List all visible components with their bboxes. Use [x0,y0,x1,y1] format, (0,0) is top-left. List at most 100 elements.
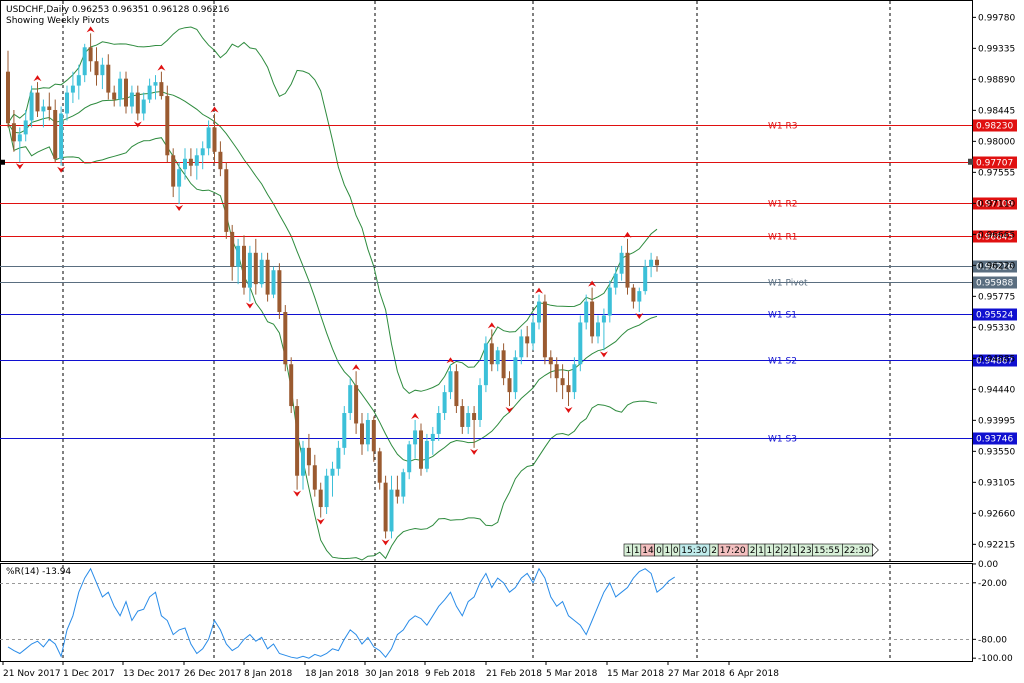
candle-body [236,245,241,267]
price-tick-label: 0.94440 [978,385,1015,395]
pivot-price-label: 0.95988 [976,279,1013,289]
price-tick-label: 0.97555 [978,168,1015,178]
chart-grid [0,0,973,662]
fractal-down-marker [15,163,24,170]
candle-body [560,378,565,386]
candle-body [454,371,459,407]
price-tick-label: 0.93995 [978,416,1015,426]
date-tick-label: 21 Feb 2018 [486,669,542,679]
candle-body [6,71,10,124]
candle-body [330,468,335,476]
fractal-down-marker [245,302,254,309]
candlesticks [6,33,659,539]
candle-body [578,322,583,365]
candle-body [430,433,435,441]
bollinger-upper [7,26,658,395]
date-tick-label: 15 Mar 2018 [607,669,664,679]
price-tick-label: 0.97110 [978,199,1015,209]
candle-body [336,447,341,469]
pivot-price-tag [973,197,1017,210]
candle-body [253,252,258,285]
pivot-price-tag [973,156,1017,169]
candle-body [448,371,453,393]
date-tick-label: 6 Apr 2018 [729,669,779,679]
fractal-up-marker [535,287,543,294]
candle-body [513,357,518,393]
session-cell-label: 1 [665,546,671,556]
candle-body [590,301,595,337]
candle-body [265,259,270,295]
pivot-price-label: 0.96645 [976,233,1013,243]
candle-body [65,92,69,114]
candle-body [601,315,606,323]
candle-body [548,357,553,365]
price-tick-label: 0.95330 [978,323,1015,333]
candle-body [188,158,193,166]
price-tick-label: 0.98000 [978,137,1015,147]
date-tick-label: 18 Jan 2018 [305,669,359,679]
candle-body [625,252,630,288]
bollinger-middle [7,90,658,463]
candle-body [472,413,477,420]
date-tick-label: 1 Dec 2017 [63,669,115,679]
chart-axes: 0.99780 0.99335 0.98890 0.98445 0.98000 0.975… [0,13,1015,679]
candle-body [383,482,388,532]
fractal-up-marker [588,280,597,287]
price-tick-label: 0.95775 [978,292,1015,302]
date-tick-label: 27 Mar 2018 [668,669,725,679]
candle-body [542,301,547,358]
candle-body [596,322,600,337]
candle-body [401,472,406,497]
wpr-tick-label: -100.00 [978,654,1013,664]
candle-body [147,85,152,100]
date-tick-label: 8 Jan 2018 [244,669,292,679]
pivot-price-label: 0.98230 [976,122,1013,132]
pivot-name-label: W1 R2 [768,200,797,210]
pivot-price-tag [973,260,1017,273]
session-cell-label: 22:30 [844,546,870,556]
fractal-down-marker [316,518,325,525]
indicator-pane-frame [0,563,973,662]
session-cell-label: 2 [783,546,789,556]
candle-body [312,465,317,490]
pivot-price-tag [973,230,1017,243]
candle-body [531,322,536,344]
current-price-marker-left [0,159,5,165]
pivot-name-label: W1 Pivot [768,279,808,289]
candle-body [23,120,28,135]
fractal-down-marker [133,121,142,128]
pivot-price-tag [973,354,1017,367]
pivot-price-tag [973,276,1017,289]
pivot-price-label: 0.97109 [976,200,1013,210]
candle-body [460,406,465,427]
date-tick-label: 26 Dec 2017 [184,669,242,679]
session-cell-label: 1 [626,546,632,556]
session-cell-label: 14 [642,546,654,556]
fractal-down-marker [470,448,479,455]
price-tick-label: 0.96665 [978,230,1015,240]
fractal-down-marker [599,351,608,358]
pivot-lines: W1 R3 0.98230 0.97707 W1 R2 0.97109 W1 R1 0.96… [0,119,1017,445]
candle-body [525,336,530,344]
price-pane-frame [0,0,973,562]
price-tick-label: 0.92215 [978,540,1015,550]
bollinger-lower [7,123,658,561]
pivot-price-tag [973,308,1017,321]
price-tick-label: 0.92660 [978,509,1015,519]
candle-body [218,151,223,170]
candle-body [360,423,364,445]
session-cell-label: 23 [800,546,811,556]
candle-body [295,406,300,476]
indicator-label: %R(14) -13.94 [6,567,71,577]
candle-body [495,350,500,365]
candle-body [230,231,235,267]
session-cell-label: 2 [711,546,717,556]
pivot-price-label: 0.94867 [976,357,1013,367]
pivot-price-tag [973,432,1017,445]
candle-body [643,266,648,292]
candle-body [554,364,559,379]
price-tick-label: 0.96220 [978,261,1015,271]
candle-body [483,343,488,386]
candle-body [413,430,418,445]
